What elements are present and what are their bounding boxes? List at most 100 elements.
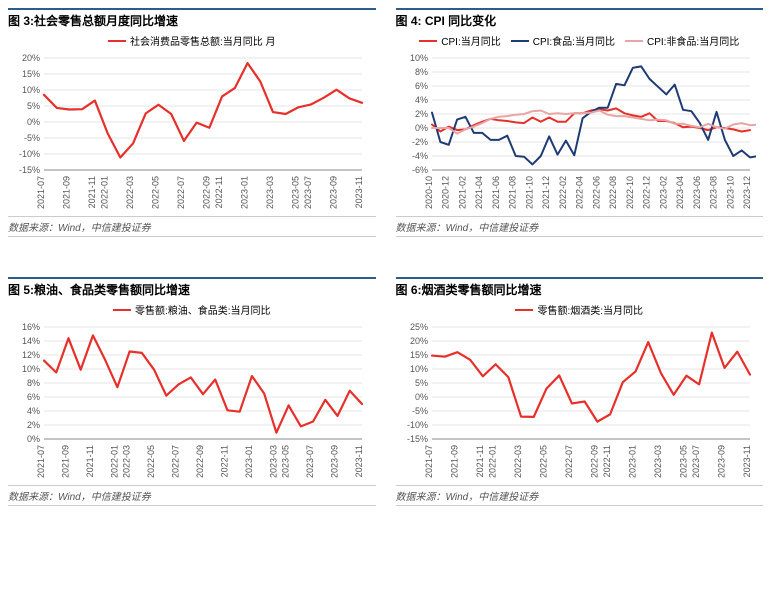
chart-panel-5: 图 5:粮油、食品类零售额同比增速 零售额:粮油、食品类:当月同比 0%2%4%… [8,277,376,506]
chart-title: 图 5:粮油、食品类零售额同比增速 [8,277,376,298]
svg-text:2021-10: 2021-10 [524,176,534,209]
source-note: 数据来源：Wind，中信建投证券 [396,485,764,506]
source-note: 数据来源：Wind，中信建投证券 [8,485,376,506]
svg-text:2022-06: 2022-06 [591,176,601,209]
svg-text:-4%: -4% [411,151,427,161]
svg-text:2023-06: 2023-06 [691,176,701,209]
svg-text:2022-05: 2022-05 [150,176,160,209]
chart-title: 图 4: CPI 同比变化 [396,8,764,29]
svg-text:2023-07: 2023-07 [691,445,701,478]
svg-text:2023-09: 2023-09 [330,445,340,478]
svg-text:2022-03: 2022-03 [122,445,132,478]
legend: 零售额:粮油、食品类:当月同比 [8,302,376,317]
svg-text:2022-09: 2022-09 [589,445,599,478]
chart-panel-6: 图 6:烟酒类零售额同比增速 零售额:烟酒类:当月同比 -15%-10%-5%0… [396,277,764,506]
svg-text:2023-10: 2023-10 [725,176,735,209]
legend: CPI:当月同比 CPI:食品:当月同比 CPI:非食品:当月同比 [396,33,764,48]
svg-text:0%: 0% [27,117,40,127]
svg-text:2021-06: 2021-06 [490,176,500,209]
svg-text:2023-12: 2023-12 [742,176,752,209]
svg-text:2023-11: 2023-11 [742,445,752,477]
svg-text:2021-11: 2021-11 [85,445,95,477]
svg-text:5%: 5% [414,378,427,388]
svg-text:0%: 0% [414,123,427,133]
svg-text:2%: 2% [27,420,40,430]
svg-text:2020-10: 2020-10 [424,176,434,209]
svg-text:2023-09: 2023-09 [716,445,726,478]
svg-text:2022-03: 2022-03 [513,445,523,478]
legend-swatch [108,40,126,42]
svg-text:2023-05: 2023-05 [281,445,291,478]
svg-text:2022-07: 2022-07 [176,176,186,209]
svg-text:2022-12: 2022-12 [641,176,651,209]
svg-text:2023-02: 2023-02 [658,176,668,209]
svg-text:5%: 5% [27,101,40,111]
svg-text:-5%: -5% [24,133,40,143]
svg-text:2021-08: 2021-08 [507,176,517,209]
svg-text:2021-07: 2021-07 [36,176,46,209]
svg-text:2022-02: 2022-02 [557,176,567,209]
svg-text:2020-12: 2020-12 [440,176,450,209]
legend-item: CPI:非食品:当月同比 [625,33,739,48]
svg-text:2023-08: 2023-08 [708,176,718,209]
svg-text:2023-11: 2023-11 [354,445,364,477]
svg-text:2022-07: 2022-07 [171,445,181,478]
svg-text:2022-11: 2022-11 [602,445,612,477]
legend-label: CPI:当月同比 [441,33,500,48]
svg-text:2022-09: 2022-09 [201,176,211,209]
svg-text:2021-04: 2021-04 [474,176,484,209]
legend-item: 社会消费品零售总额:当月同比 月 [108,33,276,48]
svg-text:4%: 4% [27,406,40,416]
chart-title: 图 3:社会零售总额月度同比增速 [8,8,376,29]
svg-text:2023-03: 2023-03 [652,445,662,478]
svg-text:2021-09: 2021-09 [449,445,459,478]
svg-text:2022-03: 2022-03 [125,176,135,209]
svg-text:2021-11: 2021-11 [474,445,484,477]
legend: 零售额:烟酒类:当月同比 [396,302,764,317]
svg-text:2022-01: 2022-01 [487,445,497,478]
svg-text:10%: 10% [22,85,40,95]
svg-text:6%: 6% [414,81,427,91]
legend-swatch [113,309,131,311]
svg-text:2023-11: 2023-11 [354,176,364,208]
svg-text:2021-11: 2021-11 [87,176,97,208]
legend-label: 零售额:烟酒类:当月同比 [537,302,643,317]
svg-text:2023-07: 2023-07 [303,176,313,209]
legend-swatch [419,40,437,42]
svg-text:2021-12: 2021-12 [541,176,551,209]
svg-text:2023-03: 2023-03 [268,445,278,478]
svg-text:2022-08: 2022-08 [608,176,618,209]
source-note: 数据来源：Wind，中信建投证券 [396,216,764,237]
svg-text:16%: 16% [22,322,40,332]
svg-text:2023-01: 2023-01 [627,445,637,478]
legend-swatch [515,309,533,311]
svg-text:8%: 8% [414,67,427,77]
svg-text:2021-07: 2021-07 [424,445,434,478]
svg-text:10%: 10% [409,53,427,63]
legend: 社会消费品零售总额:当月同比 月 [8,33,376,48]
svg-text:2023-01: 2023-01 [244,445,254,478]
legend-item: CPI:食品:当月同比 [511,33,615,48]
chart-area: 0%2%4%6%8%10%12%14%16%2021-072021-092021… [8,321,376,481]
svg-text:2023-01: 2023-01 [240,176,250,209]
svg-text:20%: 20% [409,336,427,346]
legend-swatch [511,40,529,42]
svg-text:-10%: -10% [406,420,427,430]
svg-text:2023-05: 2023-05 [290,176,300,209]
svg-text:2023-03: 2023-03 [265,176,275,209]
chart-area: -15%-10%-5%0%5%10%15%20%25%2021-072021-0… [396,321,764,481]
svg-text:-10%: -10% [19,149,40,159]
svg-text:6%: 6% [27,392,40,402]
svg-text:2022-11: 2022-11 [214,176,224,208]
svg-text:2022-05: 2022-05 [538,445,548,478]
svg-text:14%: 14% [22,336,40,346]
chart-grid: 图 3:社会零售总额月度同比增速 社会消费品零售总额:当月同比 月 -15% -1… [8,8,763,506]
svg-text:2022-10: 2022-10 [624,176,634,209]
svg-text:2022-01: 2022-01 [100,176,110,209]
svg-text:2021-02: 2021-02 [457,176,467,209]
svg-text:-15%: -15% [406,434,427,444]
svg-text:2023-05: 2023-05 [678,445,688,478]
svg-text:2022-05: 2022-05 [146,445,156,478]
legend-label: CPI:非食品:当月同比 [647,33,739,48]
chart-panel-4: 图 4: CPI 同比变化 CPI:当月同比 CPI:食品:当月同比 CPI:非食品… [396,8,764,237]
